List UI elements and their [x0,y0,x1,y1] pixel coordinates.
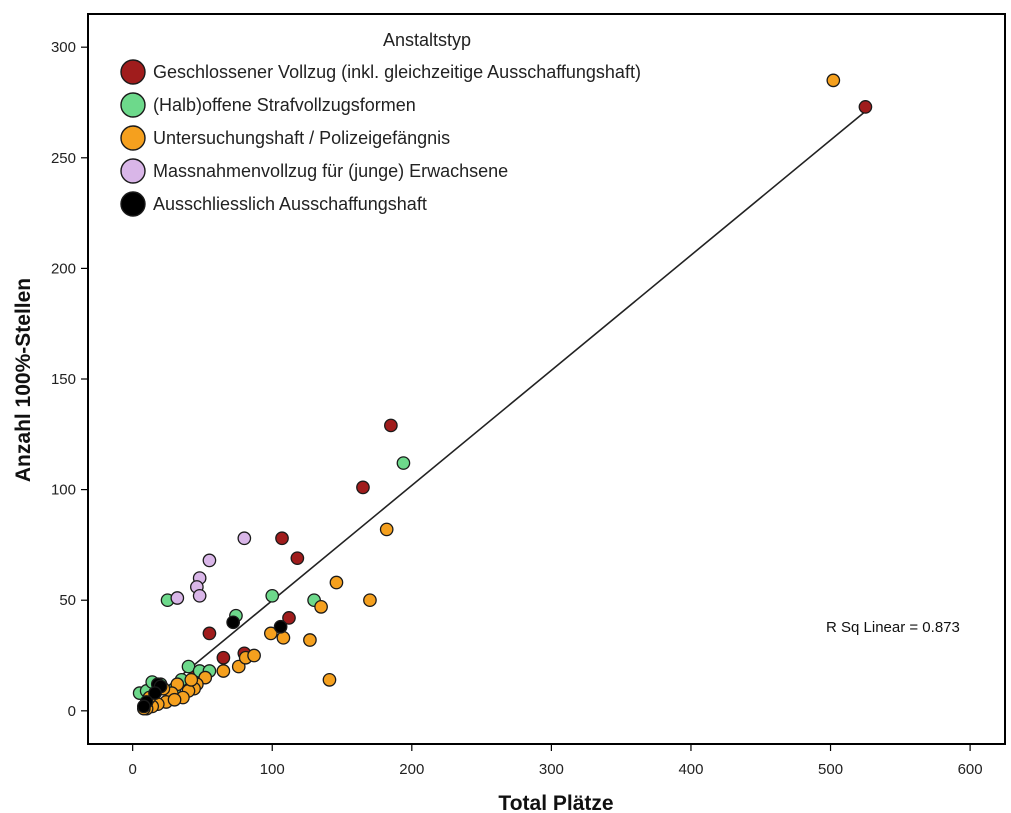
series-4 [136,615,288,714]
data-point [329,575,344,590]
data-point [384,418,398,433]
x-tick-label: 0 [128,761,136,778]
x-tick-label: 400 [678,761,703,778]
data-points [132,73,873,716]
data-point [136,699,151,714]
x-tick-label: 500 [818,761,843,778]
legend-entry: Ausschliesslich Ausschaffungshaft [153,194,427,214]
data-point [184,672,199,687]
y-tick-label: 300 [51,39,76,56]
data-point [276,630,291,645]
legend-entry: Massnahmenvollzug für (junge) Erwachsene [153,161,508,181]
y-tick-label: 50 [59,592,76,609]
data-point [396,456,411,470]
series-3 [170,531,252,605]
x-tick-label: 100 [260,761,285,778]
r-squared-annotation: R Sq Linear = 0.873 [826,619,960,636]
data-point [356,480,370,495]
linear-fit-line [143,110,866,708]
data-point [216,664,231,678]
data-point [379,522,394,537]
y-tick-label: 150 [51,371,76,388]
y-tick-label: 200 [51,260,76,277]
legend-entry: Untersuchungshaft / Polizeigefängnis [153,128,450,148]
data-point [826,73,841,88]
data-point [202,626,217,641]
x-axis-title: Total Plätze [498,792,613,813]
data-point [170,591,185,605]
x-tick-label: 600 [958,761,983,778]
data-point [858,100,873,114]
data-point [263,626,278,641]
data-point [247,648,261,663]
data-point [314,599,328,614]
data-point [148,686,162,700]
y-axis-title: Anzahl 100%-Stellen [12,278,35,482]
y-tick-label: 100 [51,482,76,499]
data-point [273,619,288,634]
legend: Anstaltstyp Geschlossener Vollzug (inkl.… [120,30,641,217]
data-point [265,588,280,603]
data-point [290,551,305,566]
x-tick-label: 200 [399,761,424,778]
legend-marker [120,92,146,118]
data-point [303,633,317,647]
data-point [322,672,337,687]
plot-frame [87,13,1006,745]
data-point [363,593,377,608]
legend-marker [120,158,146,184]
data-point [167,692,182,707]
legend-marker [120,125,146,151]
legend-marker [120,191,146,217]
data-point [192,588,207,603]
legend-entry: Geschlossener Vollzug (inkl. gleichzeiti… [153,62,641,82]
y-tick-label: 0 [68,703,76,720]
data-point [275,531,289,546]
legend-title: Anstaltstyp [383,30,471,50]
data-point [226,615,241,630]
x-tick-label: 300 [539,761,564,778]
data-point [216,650,231,665]
legend-marker [120,59,146,85]
data-point [202,553,217,568]
data-point [237,531,252,546]
y-tick-label: 250 [51,150,76,167]
data-point [282,611,296,625]
y-axis-ticks: 0 50 100 150 200 250 300 [51,39,88,720]
legend-entry: (Halb)offene Strafvollzugsformen [153,95,416,115]
x-axis-ticks: 0 100 200 300 400 500 600 [128,744,983,778]
data-point [231,659,246,674]
